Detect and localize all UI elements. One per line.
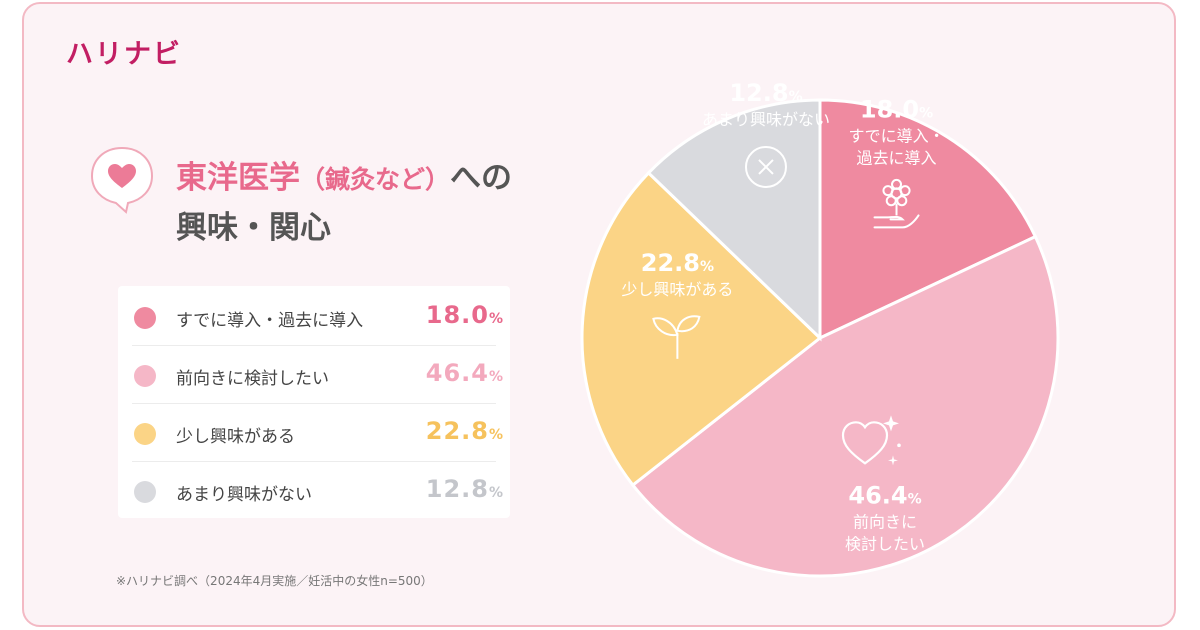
- title-paren: （鍼灸など）: [300, 165, 451, 194]
- slice-value-label: 12.8%: [729, 79, 802, 107]
- heart-speech-bubble-icon: [90, 146, 154, 214]
- legend-item: あまり興味がない 12.8%: [118, 462, 510, 520]
- legend-item: 少し興味がある 22.8%: [118, 404, 510, 462]
- pie-chart: 18.0%すでに導入・過去に導入46.4%前向きに検討したい22.8%少し興味が…: [580, 79, 1060, 578]
- pie-slice: [630, 234, 1060, 578]
- legend-swatch: [134, 365, 156, 387]
- heart-sparkle-icon: [841, 415, 901, 466]
- chart-title-line2: 興味・関心: [176, 210, 331, 246]
- legend-item: 前向きに検討したい 46.4%: [118, 346, 510, 404]
- slice-category-label: 前向きに: [853, 512, 917, 531]
- title-rest: への: [450, 160, 513, 196]
- slice-value-label: 18.0%: [860, 95, 933, 123]
- slice-label-group: 46.4%前向きに検討したい: [841, 415, 925, 553]
- legend-value: 18.0%: [425, 301, 504, 329]
- legend: すでに導入・過去に導入 18.0% 前向きに検討したい 46.4% 少し興味があ…: [118, 286, 510, 518]
- sprout-icon: [652, 315, 701, 359]
- legend-value: 46.4%: [425, 359, 504, 387]
- legend-swatch: [134, 481, 156, 503]
- slice-category-label: 検討したい: [845, 534, 925, 553]
- legend-label: あまり興味がない: [176, 485, 312, 505]
- source-note: ※ハリナビ調べ（2024年4月実施／妊活中の女性n=500）: [116, 574, 433, 588]
- chart-title: 東洋医学（鍼灸など）への: [176, 152, 512, 197]
- pie-slice: [818, 98, 1038, 341]
- pie-slice: [646, 98, 822, 342]
- circle-x-icon: [744, 145, 787, 188]
- legend-label: すでに導入・過去に導入: [176, 311, 364, 331]
- legend-item: すでに導入・過去に導入 18.0%: [118, 288, 510, 346]
- legend-value: 12.8%: [425, 475, 504, 503]
- slice-category-label: 少し興味がある: [621, 280, 733, 299]
- legend-label: 少し興味がある: [176, 427, 295, 447]
- legend-swatch: [134, 423, 156, 445]
- legend-swatch: [134, 307, 156, 329]
- legend-label: 前向きに検討したい: [176, 369, 329, 389]
- brand-logo: ハリナビ: [66, 39, 182, 70]
- chart-card: ハリナビ 東洋医学（鍼灸など）への 興味・関心 すでに導入・過去に導入 18.0…: [22, 2, 1176, 627]
- legend-value: 22.8%: [425, 417, 504, 445]
- slice-category-label: あまり興味がない: [702, 110, 830, 129]
- flower-in-hand-icon: [873, 178, 920, 229]
- title-accent: 東洋医学: [176, 160, 300, 196]
- pie-slice: [580, 170, 823, 488]
- slice-category-label: 過去に導入: [857, 148, 937, 167]
- slice-category-label: すでに導入・: [848, 126, 944, 145]
